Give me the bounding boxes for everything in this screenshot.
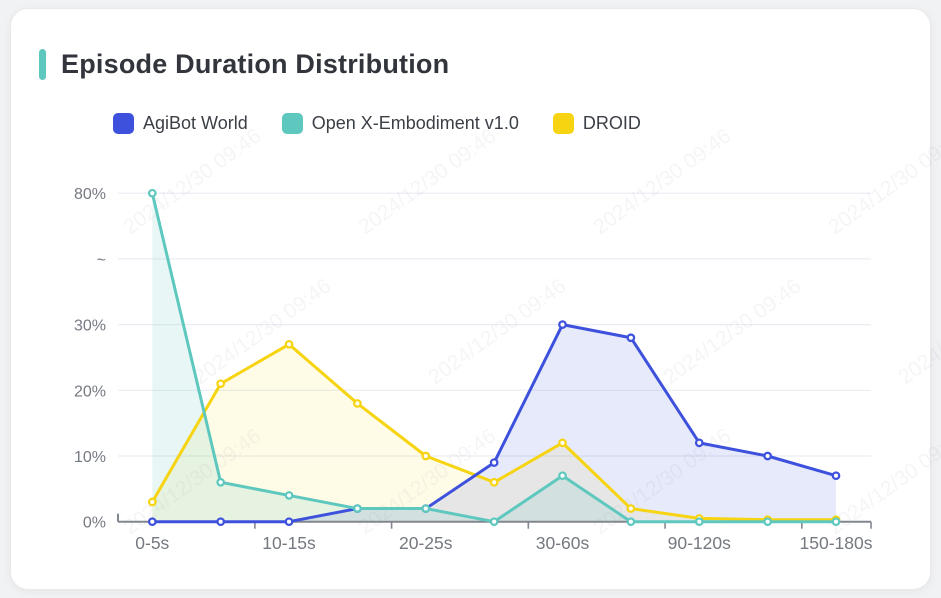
- title-row: Episode Duration Distribution: [39, 49, 449, 80]
- legend-label: DROID: [582, 113, 641, 133]
- chart-legend: AgiBot World Open X-Embodiment v1.0 DROID: [113, 112, 641, 134]
- legend-swatch-droid: [552, 112, 574, 134]
- legend-item-droid[interactable]: DROID: [552, 112, 641, 134]
- legend-item-agibot-world[interactable]: AgiBot World: [113, 112, 248, 134]
- legend-label: Open X-Embodiment v1.0: [311, 113, 519, 133]
- legend-swatch-open-x-embodiment-v1-0: [281, 112, 303, 134]
- chart-title: Episode Duration Distribution: [61, 49, 450, 79]
- legend-item-open-x-embodiment-v1-0[interactable]: Open X-Embodiment v1.0: [281, 112, 519, 134]
- title-accent-bar: [39, 49, 46, 80]
- chart-card: Episode Duration Distribution AgiBot Wor…: [10, 8, 931, 590]
- legend-label: AgiBot World: [143, 113, 248, 133]
- legend-swatch-agibot-world: [113, 112, 134, 134]
